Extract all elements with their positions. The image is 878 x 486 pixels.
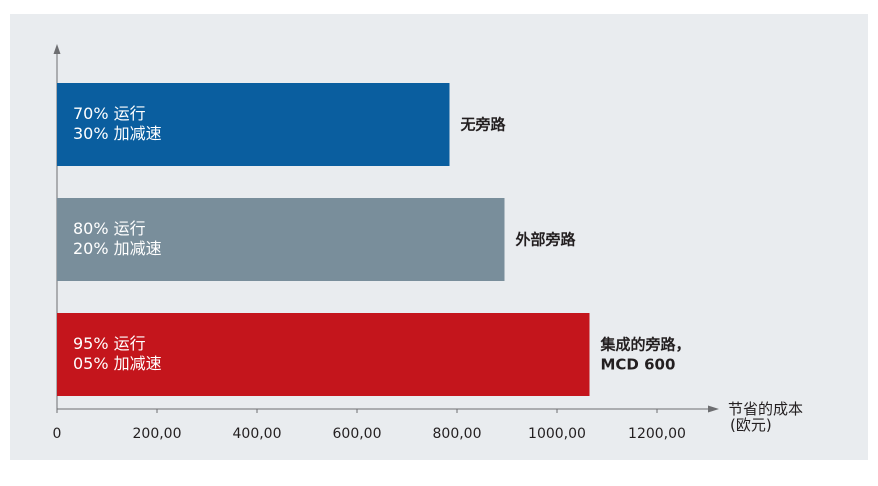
x-axis-title-line-1: 节省的成本: [728, 400, 803, 418]
x-tick-label: 0: [53, 426, 62, 442]
x-axis-title-line-2: (欧元): [730, 416, 772, 434]
x-axis-title: 节省的成本 (欧元): [728, 400, 808, 434]
category-label: 集成的旁路， MCD 600: [600, 336, 691, 374]
bar: [57, 83, 450, 166]
bar-inner-label: 95% 运行 05% 加减速: [73, 334, 162, 373]
x-tick-label: 1200,00: [628, 426, 686, 442]
bar: [57, 313, 590, 396]
bar-inner-label: 80% 运行 20% 加减速: [73, 219, 162, 258]
bar-inner-label: 70% 运行 30% 加减速: [73, 104, 162, 143]
x-tick-label: 400,00: [233, 426, 282, 442]
bar: [57, 198, 505, 281]
x-axis-arrow: [708, 405, 719, 413]
x-tick-label: 1000,00: [528, 426, 586, 442]
x-tick-label: 200,00: [133, 426, 182, 442]
y-axis-arrow: [53, 44, 61, 54]
x-tick-label: 800,00: [433, 426, 482, 442]
x-tick-label: 600,00: [333, 426, 382, 442]
category-label: 无旁路: [460, 116, 507, 134]
category-label: 外部旁路: [515, 231, 577, 249]
